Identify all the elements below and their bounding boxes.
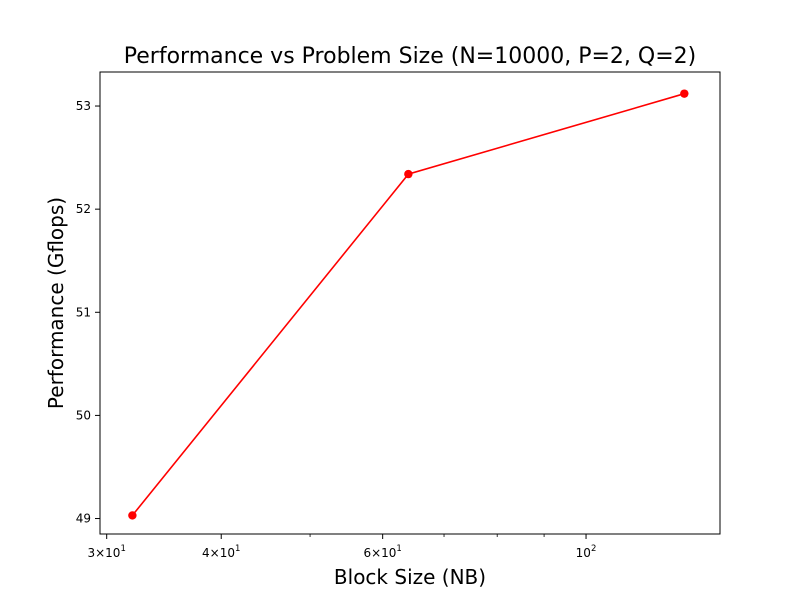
- series-line: [131, 92, 685, 516]
- x-tick-label: 3×101: [87, 544, 125, 560]
- x-tick-exponent: 1: [396, 544, 401, 554]
- x-tick-label: 102: [576, 544, 597, 560]
- data-point: [404, 169, 413, 179]
- y-axis-label: Performance (Gflops): [44, 197, 68, 409]
- chart-title: Performance vs Problem Size (N=10000, P=…: [124, 44, 696, 69]
- y-tick-label: 52: [76, 202, 91, 216]
- y-tick-label: 51: [76, 305, 91, 319]
- data-point: [680, 89, 689, 98]
- x-tick-base: 4×10: [202, 546, 235, 560]
- x-tick-exponent: 1: [235, 544, 240, 554]
- y-tick-label: 53: [76, 99, 91, 113]
- y-tick-label: 49: [76, 512, 91, 526]
- y-tick-label: 50: [76, 408, 91, 422]
- x-axis: 3×101 4×101 6×101 102: [87, 534, 596, 560]
- x-tick-label: 4×101: [202, 544, 240, 560]
- x-tick-exponent: 1: [120, 544, 125, 554]
- x-axis-label: Block Size (NB): [334, 565, 486, 589]
- y-axis: 49 50 51 52 53: [76, 99, 100, 526]
- x-tick-base: 6×10: [363, 546, 396, 560]
- x-tick-exponent: 2: [591, 544, 596, 554]
- x-tick-label: 6×101: [363, 544, 401, 560]
- plot-area: [99, 71, 721, 535]
- data-point: [128, 511, 137, 520]
- x-tick-base: 3×10: [87, 546, 120, 560]
- x-tick-base: 10: [576, 546, 591, 560]
- series-layer: [128, 89, 689, 520]
